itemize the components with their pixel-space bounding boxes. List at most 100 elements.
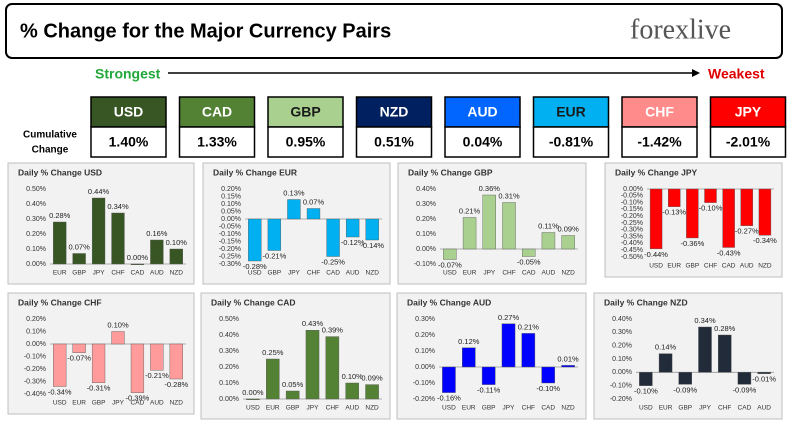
x-tick-label: CAD — [722, 263, 736, 270]
x-tick-label: AUD — [740, 263, 754, 270]
data-label: 0.09% — [361, 374, 383, 383]
y-tick-label: -0.10% — [24, 353, 46, 360]
bar — [345, 218, 360, 238]
bar — [72, 343, 86, 353]
currency-name: GBP — [290, 104, 320, 120]
currency-name: CHF — [645, 104, 674, 120]
y-tick-label: -0.10% — [621, 199, 643, 206]
bar — [365, 218, 379, 241]
y-tick-label: -0.30% — [621, 227, 643, 234]
y-tick-label: 0.30% — [26, 216, 46, 223]
currency-box — [532, 96, 610, 128]
y-tick-label: -0.20% — [610, 396, 632, 403]
x-tick-label: NZD — [170, 270, 184, 277]
bar — [649, 188, 663, 250]
summary-label: Change — [32, 145, 69, 156]
x-tick-label: CHF — [326, 405, 339, 412]
y-tick-label: 0.00% — [623, 186, 643, 193]
bar — [758, 188, 772, 236]
data-label: 0.16% — [146, 229, 168, 238]
data-label: 0.34% — [107, 202, 129, 211]
y-tick-label: -0.10% — [219, 231, 241, 238]
y-tick-label: 0.40% — [26, 201, 46, 208]
x-tick-label: EUR — [266, 405, 280, 412]
x-tick-label: USD — [246, 405, 260, 412]
currency-value: 0.95% — [286, 134, 326, 150]
bar — [130, 343, 145, 393]
y-tick-label: -0.05% — [621, 193, 643, 200]
bar — [561, 365, 575, 368]
y-tick-label: 0.40% — [416, 186, 436, 193]
x-tick-label: USD — [639, 405, 653, 412]
data-label: 0.36% — [479, 184, 501, 193]
summary-label: Cumulative — [23, 130, 77, 141]
data-label: -0.39% — [126, 394, 150, 403]
value-box — [355, 126, 433, 158]
x-tick-label: EUR — [659, 405, 673, 412]
bar — [737, 372, 752, 385]
bar — [326, 218, 340, 257]
x-tick-label: NZD — [561, 405, 575, 412]
x-tick-label: CHF — [522, 405, 535, 412]
y-tick-label: 0.10% — [26, 246, 46, 253]
x-tick-label: JPY — [93, 270, 106, 277]
data-label: 0.25% — [262, 348, 284, 357]
bar — [53, 343, 67, 387]
y-tick-label: -0.30% — [24, 378, 46, 385]
x-tick-label: JPY — [288, 270, 301, 277]
y-tick-label: -0.20% — [413, 396, 435, 403]
y-tick-label: -0.20% — [24, 366, 46, 373]
data-label: -0.14% — [360, 241, 384, 250]
y-tick-label: 0.40% — [219, 332, 239, 339]
bar — [365, 384, 379, 400]
y-tick-label: 0.20% — [219, 364, 239, 371]
currency-name: AUD — [467, 104, 497, 120]
bar — [443, 248, 457, 260]
currency-box — [267, 96, 344, 128]
currency-box — [709, 96, 787, 128]
data-label: 0.09% — [558, 224, 580, 233]
y-tick-label: 0.10% — [221, 201, 241, 208]
currency-name: EUR — [556, 104, 586, 120]
bar — [521, 333, 536, 368]
data-label: -0.10% — [536, 384, 560, 393]
currency-value: 1.40% — [109, 134, 149, 150]
x-tick-label: GBP — [286, 405, 300, 412]
y-tick-label: 0.05% — [221, 208, 241, 215]
x-tick-label: USD — [443, 270, 457, 277]
data-label: -0.34% — [753, 236, 777, 245]
y-tick-label: 0.30% — [415, 316, 435, 323]
x-tick-label: AUD — [345, 405, 359, 412]
y-tick-label: -0.50% — [621, 254, 643, 261]
y-tick-label: -0.40% — [621, 240, 643, 247]
y-tick-label: 0.50% — [219, 316, 239, 323]
data-label: -0.01% — [752, 375, 776, 384]
data-label: -0.43% — [717, 248, 741, 257]
y-tick-label: 0.10% — [26, 328, 46, 335]
page-title: % Change for the Major Currency Pairs — [20, 20, 391, 42]
x-tick-label: GBP — [72, 270, 86, 277]
weakest-label: Weakest — [708, 66, 765, 82]
x-tick-label: GBP — [267, 270, 281, 277]
x-tick-label: JPY — [483, 270, 496, 277]
data-label: 0.31% — [498, 191, 520, 200]
x-tick-label: AUD — [150, 270, 164, 277]
x-tick-label: NZD — [170, 400, 184, 407]
chart-panel — [396, 292, 587, 420]
data-label: -0.28% — [164, 380, 188, 389]
data-label: 0.21% — [518, 322, 540, 331]
data-label: 0.00% — [242, 388, 264, 397]
data-label: -0.10% — [634, 387, 658, 396]
bar — [248, 218, 262, 262]
data-label: -0.31% — [87, 384, 111, 393]
bar — [306, 208, 321, 220]
chart-title: Daily % Change AUD — [407, 297, 491, 307]
value-box — [178, 126, 256, 158]
chart-title: Daily % Change NZD — [604, 297, 688, 307]
x-tick-label: GBP — [482, 405, 496, 412]
y-tick-label: 0.15% — [221, 193, 241, 200]
data-label: 0.28% — [714, 324, 736, 333]
y-tick-label: 0.20% — [26, 316, 46, 323]
bar — [718, 334, 732, 373]
data-label: -0.10% — [699, 204, 723, 213]
